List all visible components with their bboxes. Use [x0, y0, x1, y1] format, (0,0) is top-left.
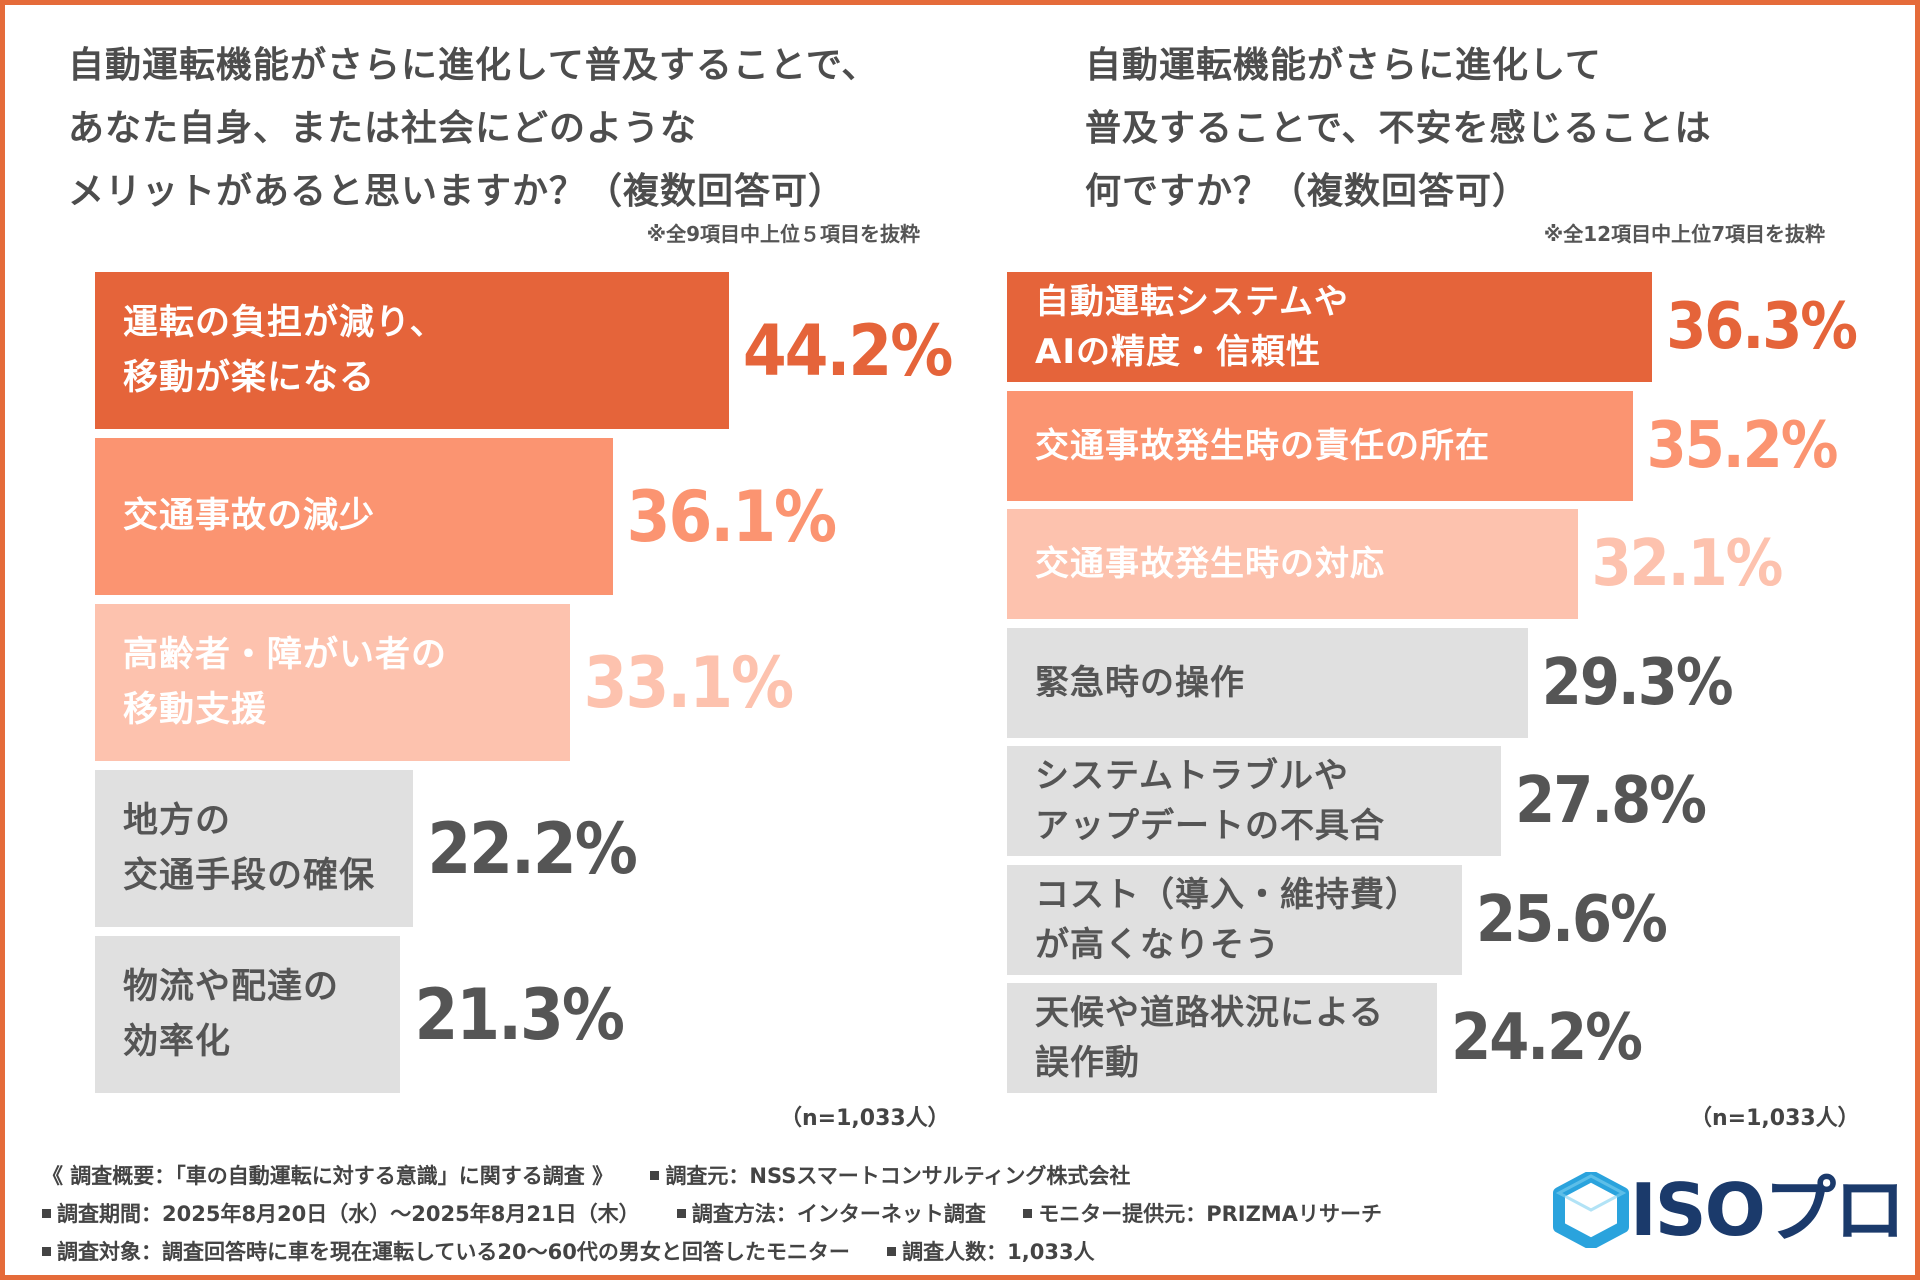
bar-value-2: 35.2%	[1646, 408, 1839, 483]
bar-value-1: 44.2%	[742, 310, 953, 393]
footer-count-item: 調査人数：1,033人	[887, 1233, 1095, 1271]
left-question-line-1: 自動運転機能がさらに進化して普及することで、	[68, 45, 879, 86]
right-question-line-2: 普及することで、不安を感じることは	[1085, 108, 1712, 149]
bar-3: 高齢者・障がい者の 移動支援	[95, 604, 570, 761]
survey-footer: 《 調査概要：「車の自動運転に対する意識」に関する調査 》 調査元：NSSスマー…	[42, 1157, 1542, 1271]
bullet-icon	[42, 1208, 51, 1218]
right-sample-size: （n=1,033人）	[1690, 1106, 1860, 1131]
footer-row-1: 《 調査概要：「車の自動運転に対する意識」に関する調査 》 調査元：NSSスマー…	[42, 1157, 1542, 1195]
logo-text: ISOプロ	[1630, 1168, 1906, 1252]
left-sample-size: （n=1,033人）	[780, 1106, 950, 1131]
right-question-line-3: 何ですか？（複数回答可）	[1085, 171, 1530, 212]
footer-provider: モニター提供元：PRIZMAリサーチ	[1038, 1202, 1382, 1226]
footer-source: 調査元：NSSスマートコンサルティング株式会社	[665, 1164, 1131, 1188]
left-note: ※全9項目中上位５項目を抜粋	[646, 222, 920, 246]
bar-label-6: コスト（導入・維持費） が高くなりそう	[1035, 874, 1420, 965]
bar-label-2: 交通事故の減少	[123, 496, 376, 536]
right-question-line-1: 自動運転機能がさらに進化して	[1085, 45, 1602, 86]
right-note: ※全12項目中上位7項目を抜粋	[1543, 222, 1825, 246]
bar-6: コスト（導入・維持費） が高くなりそう	[1007, 864, 1463, 975]
bar-value-7: 24.2%	[1451, 1001, 1643, 1076]
footer-provider-item: モニター提供元：PRIZMAリサーチ	[1023, 1195, 1382, 1233]
right-question: 自動運転機能がさらに進化して 普及することで、不安を感じることは 何ですか？（複…	[1085, 34, 1865, 223]
bar-value-3: 33.1%	[583, 642, 794, 725]
isopro-logo: ISOプロ	[1552, 1168, 1906, 1252]
bullet-icon	[1023, 1208, 1033, 1218]
footer-target: 調査対象：調査回答時に車を現在運転している20～60代の男女と回答したモニター	[57, 1240, 850, 1264]
left-bar-chart: 運転の負担が減り、 移動が楽になる 44.2% 交通事故の減少 36.1% 高齢者・障が…	[0, 0, 960, 1100]
bar-value-5: 21.3%	[414, 974, 624, 1057]
bar-5: 物流や配達の 効率化	[95, 936, 401, 1093]
footer-count: 調査人数：1,033人	[902, 1240, 1095, 1264]
bar-value-6: 25.6%	[1476, 882, 1668, 957]
bar-1: 自動運転システムや AIの精度・信頼性	[1007, 272, 1653, 382]
bar-5: システムトラブルや アップデートの不具合	[1007, 746, 1502, 856]
bar-value-4: 29.3%	[1541, 645, 1734, 720]
footer-source-item: 調査元：NSSスマートコンサルティング株式会社	[650, 1157, 1130, 1195]
right-bar-chart: 自動運転システムや AIの精度・信頼性 36.3% 交通事故発生時の責任の所在 35.…	[960, 0, 1920, 1100]
bullet-icon	[676, 1208, 686, 1218]
footer-target-item: 調査対象：調査回答時に車を現在運転している20～60代の男女と回答したモニター	[42, 1233, 850, 1271]
left-question: 自動運転機能がさらに進化して普及することで、 あなた自身、または社会にどのような…	[68, 34, 948, 223]
bar-label-4: 地方の 交通手段の確保	[123, 800, 376, 896]
bar-label-3: 交通事故発生時の対応	[1035, 544, 1385, 584]
bar-label-2: 交通事故発生時の責任の所在	[1035, 425, 1490, 466]
left-question-line-2: あなた自身、または社会にどのような	[68, 108, 698, 149]
bar-value-5: 27.8%	[1515, 764, 1707, 839]
left-question-line-3: メリットがあると思いますか？（複数回答可）	[68, 171, 846, 212]
bar-7: 天候や道路状況による 誤作動	[1007, 983, 1438, 1093]
bar-value-1: 36.3%	[1666, 290, 1858, 365]
footer-period: 調査期間：2025年8月20日（水）～2025年8月21日（木）	[57, 1202, 640, 1226]
bar-value-4: 22.2%	[427, 808, 637, 891]
bar-label-1: 自動運転システムや AIの精度・信頼性	[1035, 282, 1349, 372]
bar-value-2: 36.1%	[626, 476, 837, 559]
bar-label-5: 物流や配達の 効率化	[123, 966, 340, 1062]
bar-label-3: 高齢者・障がい者の 移動支援	[123, 634, 448, 730]
bar-2: 交通事故の減少	[95, 438, 613, 595]
hexagon-icon	[1553, 1172, 1629, 1248]
bar-label-4: 緊急時の操作	[1035, 662, 1245, 703]
footer-row-2: 調査期間：2025年8月20日（水）～2025年8月21日（木） 調査方法：イン…	[42, 1195, 1542, 1233]
footer-method: 調査方法：インターネット調査	[691, 1202, 986, 1226]
footer-row-3: 調査対象：調査回答時に車を現在運転している20～60代の男女と回答したモニター …	[42, 1233, 1542, 1271]
bar-3: 交通事故発生時の対応	[1007, 509, 1578, 619]
bar-value-3: 32.1%	[1591, 527, 1784, 602]
bar-label-1: 運転の負担が減り、 移動が楽になる	[123, 302, 446, 398]
bar-label-7: 天候や道路状況による 誤作動	[1035, 993, 1384, 1083]
bullet-icon	[650, 1170, 660, 1180]
footer-period-item: 調査期間：2025年8月20日（水）～2025年8月21日（木）	[42, 1195, 640, 1233]
bar-4: 緊急時の操作	[1007, 627, 1528, 738]
bar-1: 運転の負担が減り、 移動が楽になる	[95, 272, 729, 429]
bar-4: 地方の 交通手段の確保	[95, 770, 414, 927]
footer-overview: 《 調査概要：「車の自動運転に対する意識」に関する調査 》	[42, 1164, 614, 1188]
bar-2: 交通事故発生時の責任の所在	[1007, 390, 1633, 501]
bullet-icon	[887, 1246, 897, 1256]
bullet-icon	[42, 1246, 51, 1256]
footer-method-item: 調査方法：インターネット調査	[676, 1195, 986, 1233]
bar-label-5: システムトラブルや アップデートの不具合	[1035, 756, 1385, 846]
